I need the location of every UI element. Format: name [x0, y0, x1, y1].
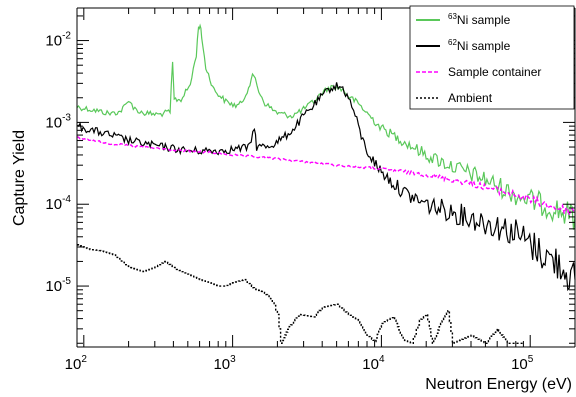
- legend-box: [409, 5, 575, 110]
- y-tick-label: 10-5: [45, 276, 71, 295]
- x-tick-base: 10: [65, 356, 82, 373]
- series-line-4: [77, 244, 524, 344]
- y-tick-exponent: -5: [62, 276, 71, 287]
- legend-isotope-mass: 63: [448, 12, 457, 21]
- legend-isotope-name: Ni sample: [457, 39, 511, 53]
- x-axis-title: Neutron Energy (eV): [425, 376, 572, 393]
- x-tick-label: 104: [362, 354, 385, 373]
- x-tick-label: 103: [213, 354, 236, 373]
- series-layer: [76, 23, 576, 344]
- series-line-3: [76, 136, 576, 217]
- legend-label-2: 62Ni sample: [448, 38, 511, 53]
- x-tick-base: 10: [362, 356, 379, 373]
- y-tick-exponent: -3: [62, 112, 71, 123]
- x-tick-base: 10: [213, 356, 230, 373]
- y-tick-label: 10-3: [45, 112, 71, 131]
- x-tick-label: 105: [511, 354, 534, 373]
- y-tick-base: 10: [45, 278, 62, 295]
- legend-label-1: 63Ni sample: [448, 12, 511, 27]
- y-tick-base: 10: [45, 196, 62, 213]
- x-tick-label: 102: [65, 354, 88, 373]
- y-tick-label: 10-2: [45, 31, 71, 50]
- y-tick-exponent: -2: [62, 31, 71, 42]
- y-tick-base: 10: [45, 33, 62, 50]
- series-line-2: [76, 82, 576, 292]
- y-tick-exponent: -4: [62, 194, 71, 205]
- y-tick-label: 10-4: [45, 194, 71, 213]
- legend-label-3: Sample container: [448, 65, 541, 79]
- y-axis-title: Capture Yield: [11, 130, 28, 226]
- x-tick-base: 10: [511, 356, 528, 373]
- x-tick-exponent: 5: [528, 354, 534, 365]
- x-tick-exponent: 3: [230, 354, 236, 365]
- y-tick-base: 10: [45, 114, 62, 131]
- legend-isotope-mass: 62: [448, 38, 457, 47]
- x-tick-exponent: 2: [81, 354, 87, 365]
- x-tick-exponent: 4: [379, 354, 385, 365]
- legend-isotope-name: Ni sample: [457, 13, 511, 27]
- legend-label-4: Ambient: [448, 91, 493, 105]
